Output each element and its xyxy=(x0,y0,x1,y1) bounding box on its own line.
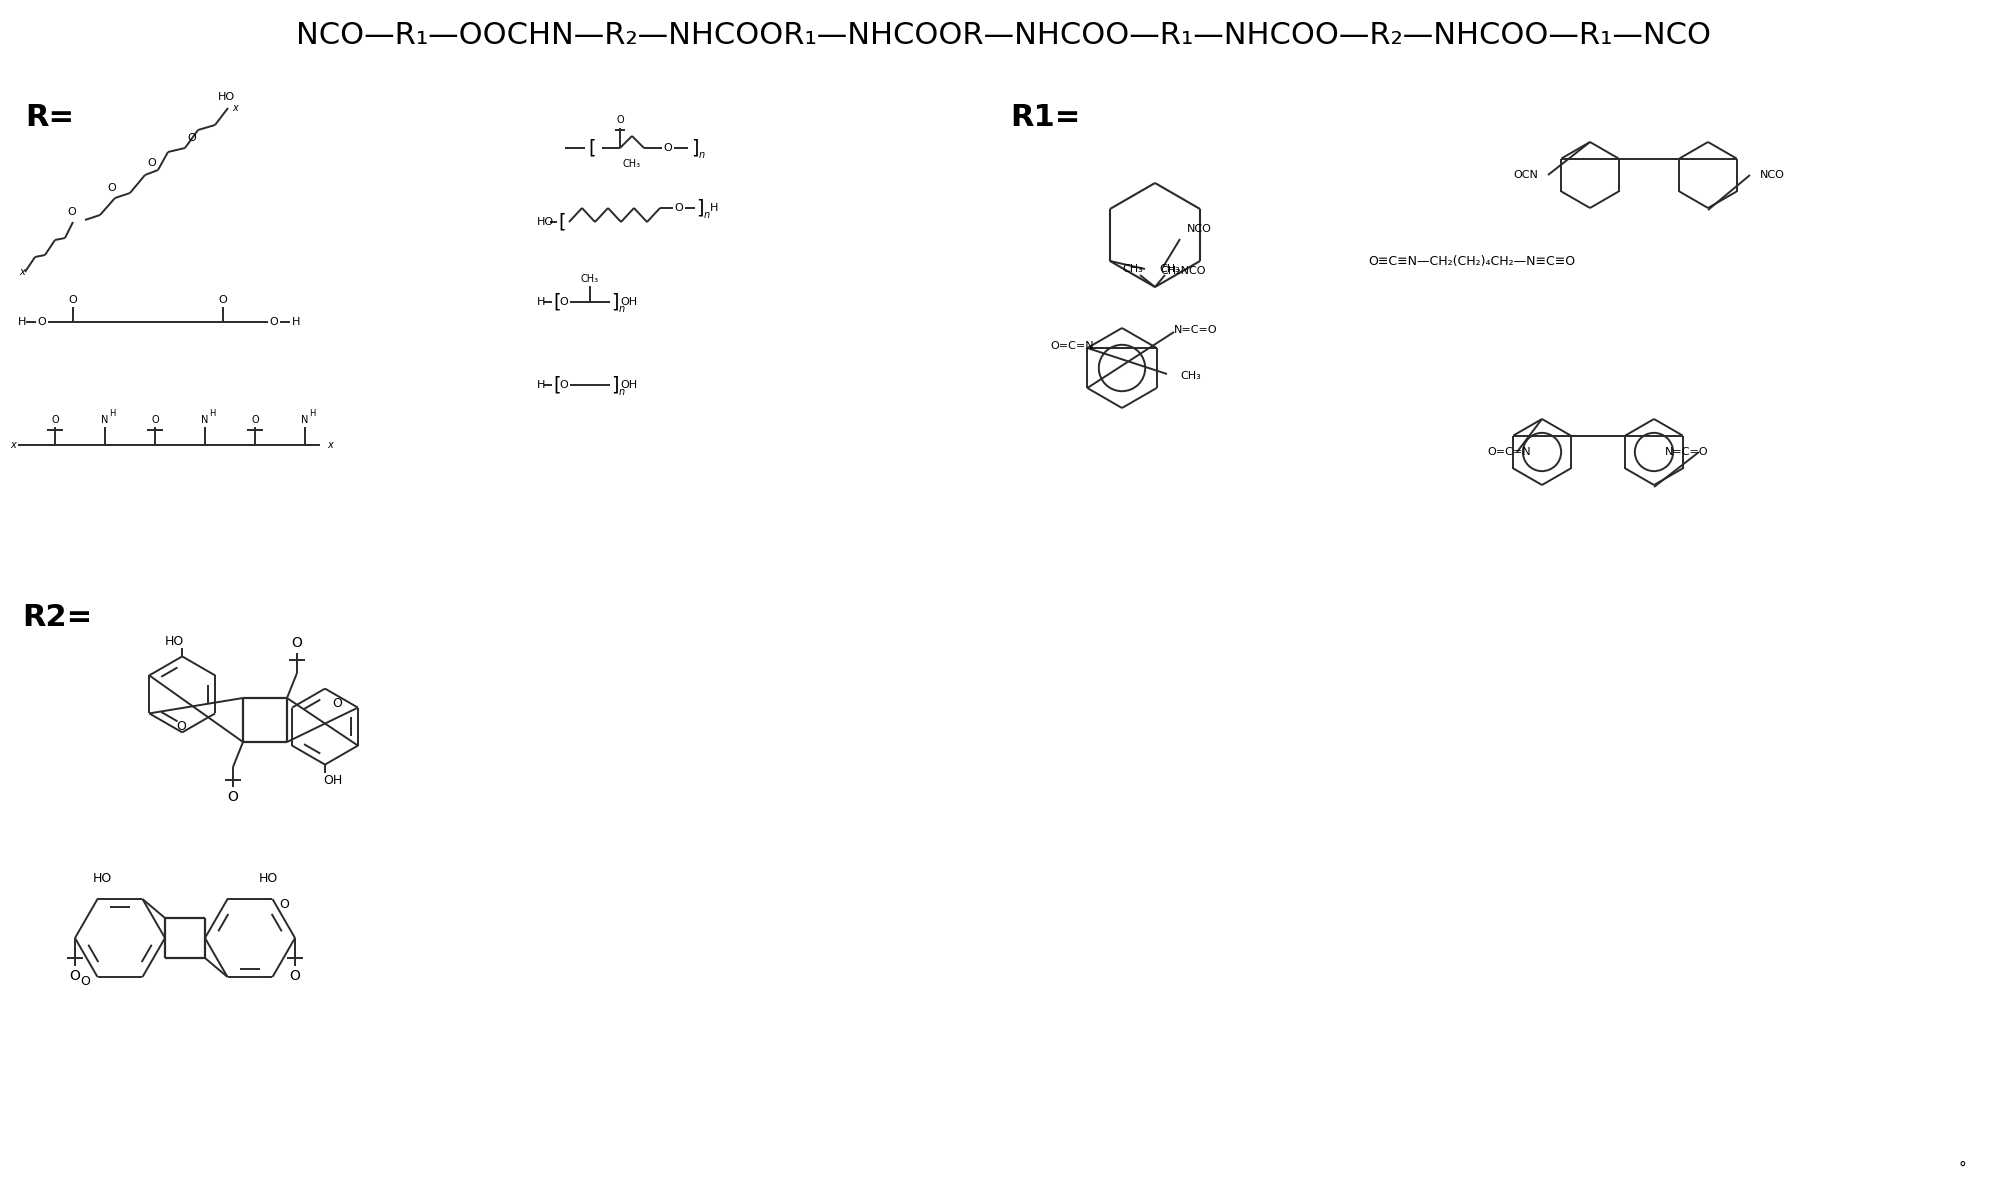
Text: ]: ] xyxy=(696,199,702,218)
Text: O: O xyxy=(560,297,568,307)
Text: O: O xyxy=(674,203,682,213)
Text: OCN: OCN xyxy=(1513,170,1537,181)
Text: H: H xyxy=(209,409,215,417)
Text: NCO: NCO xyxy=(1186,224,1212,234)
Text: R=: R= xyxy=(24,104,74,133)
Text: n: n xyxy=(704,210,710,220)
Text: O: O xyxy=(333,697,343,710)
Text: O: O xyxy=(289,969,301,983)
Text: O: O xyxy=(80,976,90,988)
Text: O: O xyxy=(68,207,76,216)
Text: ]: ] xyxy=(610,376,618,395)
Text: n: n xyxy=(618,388,624,397)
Text: ]: ] xyxy=(690,139,698,158)
Text: O: O xyxy=(70,969,80,983)
Text: NCO—R₁—OOCHN—R₂—NHCOOR₁—NHCOOR—NHCOO—R₁—NHCOO—R₂—NHCOO—R₁—NCO: NCO—R₁—OOCHN—R₂—NHCOOR₁—NHCOOR—NHCOO—R₁—… xyxy=(297,20,1710,49)
Text: OH: OH xyxy=(620,380,638,390)
Text: [: [ xyxy=(554,376,560,395)
Text: N: N xyxy=(301,415,309,425)
Text: x: x xyxy=(233,103,237,112)
Text: [: [ xyxy=(588,139,596,158)
Text: ]: ] xyxy=(610,293,618,311)
Text: O≡C≡N—CH₂(CH₂)₄CH₂—N≡C≡O: O≡C≡N—CH₂(CH₂)₄CH₂—N≡C≡O xyxy=(1367,256,1573,268)
Text: H: H xyxy=(536,380,546,390)
Text: H: H xyxy=(708,203,719,213)
Text: n: n xyxy=(698,150,704,160)
Text: CH₃: CH₃ xyxy=(622,159,640,169)
Text: O: O xyxy=(68,295,78,305)
Text: HO: HO xyxy=(219,92,235,102)
Text: O: O xyxy=(151,415,159,425)
Text: H: H xyxy=(309,409,315,417)
Text: °: ° xyxy=(1957,1160,1965,1176)
Text: CH₃: CH₃ xyxy=(580,274,598,283)
Text: O: O xyxy=(149,158,157,167)
Text: H: H xyxy=(108,409,114,417)
Text: N: N xyxy=(201,415,209,425)
Text: O: O xyxy=(269,317,279,327)
Text: OH: OH xyxy=(620,297,638,307)
Text: H: H xyxy=(18,317,26,327)
Text: n: n xyxy=(618,304,624,315)
Text: CH₂NCO: CH₂NCO xyxy=(1160,266,1204,276)
Text: x: x xyxy=(10,440,16,450)
Text: O: O xyxy=(560,380,568,390)
Text: HO: HO xyxy=(536,216,554,227)
Text: NCO: NCO xyxy=(1758,170,1784,181)
Text: H: H xyxy=(291,317,299,327)
Text: x: x xyxy=(327,440,333,450)
Text: O=C=N: O=C=N xyxy=(1487,447,1529,457)
Text: O: O xyxy=(177,720,187,733)
Text: x: x xyxy=(20,267,24,277)
Text: O: O xyxy=(50,415,58,425)
Text: H: H xyxy=(536,297,546,307)
Text: [: [ xyxy=(554,293,560,311)
Text: O: O xyxy=(227,791,239,804)
Text: O: O xyxy=(291,636,303,649)
Text: R2=: R2= xyxy=(22,604,92,633)
Text: N: N xyxy=(100,415,108,425)
Text: HO: HO xyxy=(259,873,277,885)
Text: O: O xyxy=(279,897,289,910)
Text: O: O xyxy=(662,144,672,153)
Text: O: O xyxy=(38,317,46,327)
Text: N=C=O: N=C=O xyxy=(1664,447,1708,457)
Text: N=C=O: N=C=O xyxy=(1174,325,1216,335)
Text: HO: HO xyxy=(165,635,185,648)
Text: CH₃: CH₃ xyxy=(1122,264,1142,274)
Text: CH₃: CH₃ xyxy=(1180,371,1200,382)
Text: [: [ xyxy=(558,213,566,232)
Text: O: O xyxy=(219,295,227,305)
Text: HO: HO xyxy=(92,873,112,885)
Text: R1=: R1= xyxy=(1010,104,1080,133)
Text: CH₃: CH₃ xyxy=(1160,264,1180,274)
Text: OH: OH xyxy=(323,774,343,787)
Text: O=C=N: O=C=N xyxy=(1050,341,1094,350)
Text: O: O xyxy=(616,115,624,126)
Text: O: O xyxy=(108,183,116,193)
Text: O: O xyxy=(251,415,259,425)
Text: O: O xyxy=(187,133,197,144)
